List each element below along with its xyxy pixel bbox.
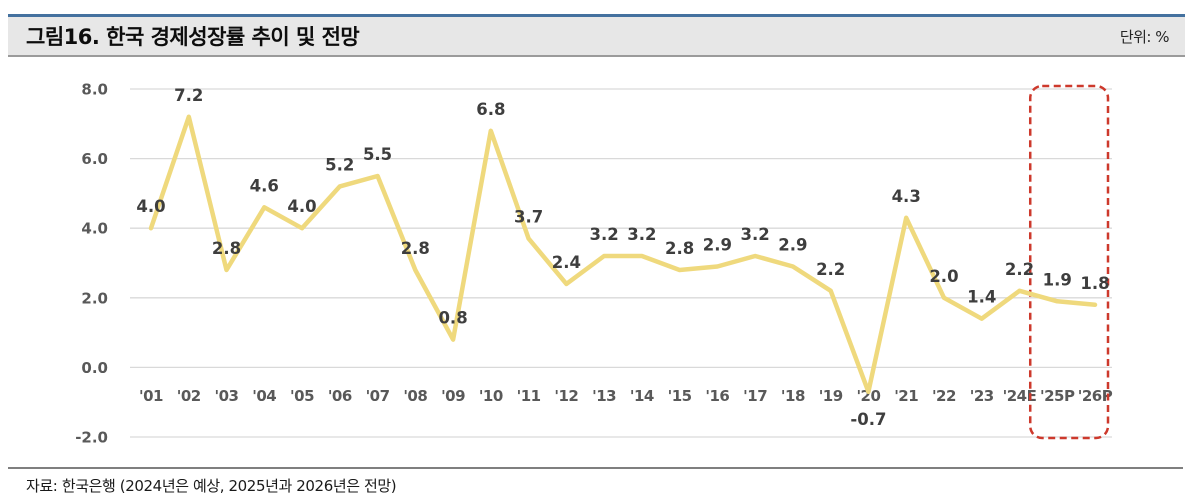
data-point-label: 3.2	[741, 225, 770, 244]
data-point-label: 2.4	[552, 253, 581, 272]
x-tick-label: '15	[668, 387, 692, 405]
source-note: 자료: 한국은행 (2024년은 예상, 2025년과 2026년은 전망)	[26, 477, 397, 495]
x-tick-label: '09	[441, 387, 465, 405]
x-tick-label: '22	[932, 387, 956, 405]
data-point-label: 1.8	[1080, 274, 1109, 293]
data-point-label: 3.2	[627, 225, 656, 244]
x-tick-label: '07	[366, 387, 390, 405]
x-tick-label: '01	[139, 387, 163, 405]
data-point-label: 3.7	[514, 208, 543, 227]
data-point-label: 6.8	[476, 100, 505, 119]
figure-title: 그림16. 한국 경제성장률 추이 및 전망	[26, 25, 360, 49]
x-tick-label: '12	[554, 387, 578, 405]
data-point-label: 2.9	[778, 235, 807, 254]
x-tick-label: '23	[970, 387, 994, 405]
data-point-label: 4.3	[892, 187, 921, 206]
x-tick-label: '16	[705, 387, 729, 405]
x-tick-label: '04	[252, 387, 276, 405]
data-point-label: 4.0	[287, 197, 316, 216]
x-tick-label: '17	[743, 387, 767, 405]
y-tick-label: -2.0	[75, 429, 108, 447]
data-point-label: 2.0	[929, 267, 958, 286]
data-point-label: 0.8	[438, 309, 467, 328]
y-tick-label: 8.0	[81, 81, 108, 99]
x-tick-label: '13	[592, 387, 616, 405]
data-point-label: 2.2	[816, 260, 845, 279]
y-tick-label: 4.0	[81, 220, 108, 238]
data-point-label: 2.9	[703, 235, 732, 254]
x-tick-label: '21	[894, 387, 918, 405]
data-point-label: 4.0	[136, 197, 165, 216]
x-tick-label: '10	[479, 387, 503, 405]
y-tick-label: 2.0	[81, 289, 108, 307]
bottom-divider	[8, 467, 1183, 469]
x-tick-label: '08	[403, 387, 427, 405]
data-point-label: 5.2	[325, 155, 354, 174]
data-point-label: -0.7	[850, 410, 886, 429]
data-point-label: 1.4	[967, 288, 996, 307]
data-point-label: 2.8	[665, 239, 694, 258]
data-point-label: 5.5	[363, 145, 392, 164]
x-tick-label: '19	[819, 387, 843, 405]
y-tick-label: 6.0	[81, 150, 108, 168]
data-point-label: 7.2	[174, 86, 203, 105]
x-tick-label: '05	[290, 387, 314, 405]
y-tick-label: 0.0	[81, 359, 108, 377]
data-point-label: 3.2	[590, 225, 619, 244]
data-point-label: 2.8	[212, 239, 241, 258]
data-point-label: 2.2	[1005, 260, 1034, 279]
data-point-label: 1.9	[1043, 270, 1072, 289]
forecast-highlight-box	[1028, 84, 1110, 440]
x-tick-label: '20	[856, 387, 880, 405]
x-tick-label: '14	[630, 387, 654, 405]
x-tick-label: '03	[215, 387, 239, 405]
x-tick-label: '02	[177, 387, 201, 405]
x-tick-label: '06	[328, 387, 352, 405]
x-tick-label: '24E	[1003, 387, 1037, 405]
x-tick-label: '25P	[1040, 387, 1075, 405]
x-tick-label: '11	[517, 387, 541, 405]
figure-header: 그림16. 한국 경제성장률 추이 및 전망 단위: %	[8, 14, 1185, 57]
unit-label: 단위: %	[1119, 27, 1170, 46]
growth-line	[148, 114, 1098, 395]
data-point-label: 4.6	[250, 176, 279, 195]
x-tick-label: '18	[781, 387, 805, 405]
x-tick-label: '26P	[1078, 387, 1113, 405]
data-point-label: 2.8	[401, 239, 430, 258]
